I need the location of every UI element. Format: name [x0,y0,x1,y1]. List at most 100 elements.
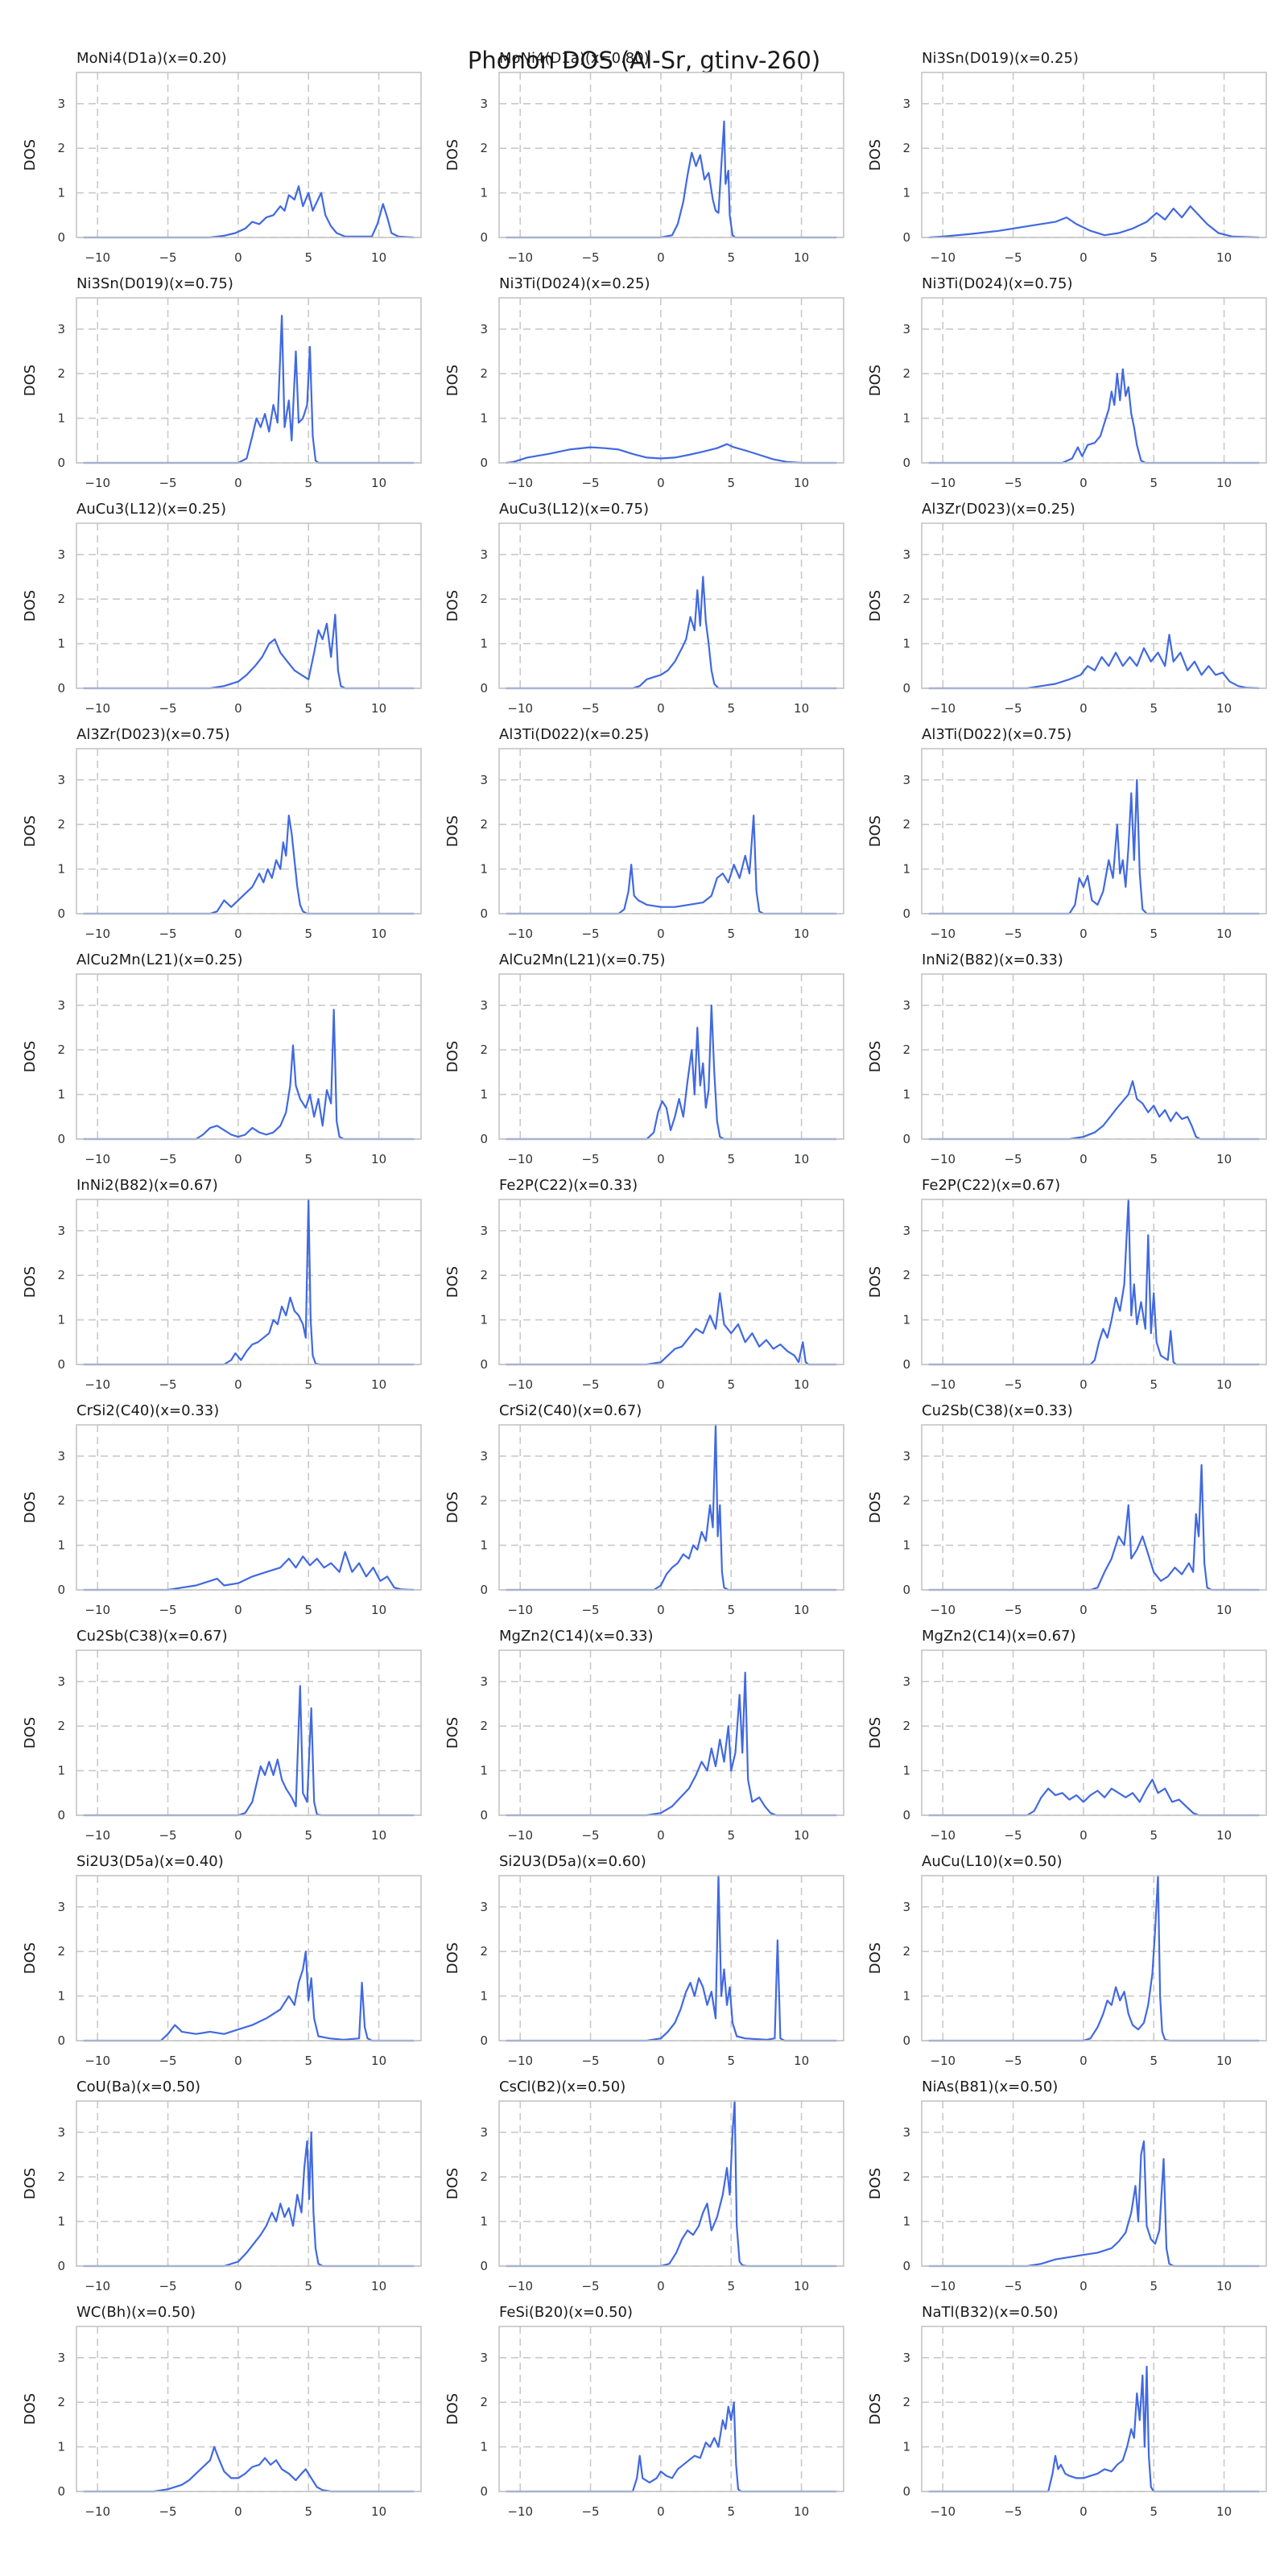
y-axis-label: DOS [444,1266,461,1298]
y-tick-label: 1 [57,1313,65,1327]
y-axis-label: DOS [867,365,884,396]
y-tick-label: 0 [902,1357,910,1372]
y-axis-label: DOS [444,139,461,171]
y-axis-label: DOS [444,815,461,847]
dos-curve [928,2365,1260,2493]
subplot-17: Fe2P(C22)(x=0.33) −10 −5 0 5 10 0 1 2 3 DOS [444,1177,844,1392]
x-tick-label: −10 [930,927,956,941]
plot-frame [498,1649,844,1816]
x-tick-label: 10 [371,2504,386,2519]
subplot-title: Fe2P(C22)(x=0.33) [499,1177,638,1194]
dos-curve [83,1009,415,1141]
x-tick-label: 5 [1150,476,1158,490]
y-tick-label: 0 [57,2484,65,2499]
y-tick-label: 2 [480,1719,488,1733]
dos-curve [506,1874,837,2042]
x-tick-label: −5 [159,2054,176,2068]
y-tick-label: 2 [902,1944,910,1959]
y-tick-label: 3 [902,773,910,787]
y-tick-label: 1 [480,411,488,426]
x-tick-label: 10 [794,1828,809,1843]
y-tick-label: 3 [480,1900,488,1914]
x-tick-label: 10 [794,701,809,716]
y-tick-label: 3 [57,97,65,111]
plot-frame [498,748,844,914]
plot-frame [76,1424,422,1591]
x-tick-label: 5 [304,1828,312,1843]
y-tick-label: 3 [902,1674,910,1689]
y-tick-label: 3 [902,547,910,562]
x-tick-label: 10 [794,2504,809,2519]
subplot-title: Al3Ti(D022)(x=0.25) [499,726,649,743]
y-tick-label: 3 [902,1224,910,1238]
y-tick-label: 1 [57,1538,65,1553]
x-tick-label: 5 [1150,1828,1158,1843]
x-tick-label: −10 [85,250,110,265]
y-axis-label: DOS [867,1717,884,1748]
subplot-title: Al3Zr(D023)(x=0.75) [76,726,230,743]
y-tick-label: 0 [480,230,488,245]
subplot-20: CrSi2(C40)(x=0.67) −10 −5 0 5 10 0 1 2 3 DOS [444,1402,844,1617]
dos-curve [928,1198,1260,1366]
y-tick-label: 2 [57,141,65,155]
subplot-title: NiAs(B81)(x=0.50) [922,2079,1058,2095]
x-tick-label: 5 [304,1603,312,1617]
x-tick-label: 0 [657,2504,665,2519]
x-tick-label: −5 [159,1828,176,1843]
subplot-title: InNi2(B82)(x=0.33) [922,952,1063,968]
x-tick-label: 5 [1150,2054,1158,2068]
x-tick-label: −10 [85,1377,110,1392]
y-tick-label: 0 [902,681,910,696]
x-tick-label: −5 [159,701,176,716]
y-tick-label: 1 [902,186,910,200]
x-tick-label: −10 [507,2054,533,2068]
x-tick-label: −10 [507,927,533,941]
y-tick-label: 0 [480,1357,488,1372]
x-tick-label: 5 [727,2279,735,2293]
subplot-title: InNi2(B82)(x=0.67) [76,1177,218,1194]
y-tick-label: 3 [57,1224,65,1238]
x-tick-label: 10 [371,701,386,716]
x-tick-label: −5 [581,1152,599,1166]
dos-curve [928,1080,1260,1141]
x-tick-label: 10 [1216,1603,1232,1617]
x-tick-label: 5 [1150,1603,1158,1617]
plot-frame [921,1199,1267,1365]
y-tick-label: 2 [57,817,65,832]
dos-curve [83,1198,415,1366]
dos-curve [83,315,415,464]
x-tick-label: 0 [657,1603,665,1617]
dos-curve [83,1550,415,1591]
x-tick-label: 0 [234,1152,242,1166]
y-tick-label: 2 [57,2169,65,2184]
x-tick-label: 5 [727,250,735,265]
x-tick-label: −10 [507,2504,533,2519]
x-tick-label: 0 [1080,2504,1088,2519]
subplot-title: MoNi4(D1a)(x=0.20) [76,50,227,67]
x-tick-label: 5 [727,2054,735,2068]
y-tick-label: 0 [57,456,65,470]
dos-curve [928,1463,1260,1591]
dos-curve [928,2140,1260,2268]
x-tick-label: 10 [794,1603,809,1617]
x-tick-label: −10 [930,1828,956,1843]
y-tick-label: 2 [57,592,65,606]
y-tick-label: 0 [57,1808,65,1823]
y-tick-label: 1 [480,2440,488,2454]
x-tick-label: 10 [371,476,386,490]
y-tick-label: 1 [480,1088,488,1102]
x-tick-label: 0 [234,1828,242,1843]
x-tick-label: −5 [159,2504,176,2519]
y-axis-label: DOS [444,1492,461,1523]
x-tick-label: 10 [371,2054,386,2068]
subplot-2: MoNi4(D1a)(x=0.80) −10 −5 0 5 10 0 1 2 3 DOS [444,50,844,265]
x-tick-label: 5 [727,476,735,490]
subplot-9: Al3Zr(D023)(x=0.25) −10 −5 0 5 10 0 1 2 3 DOS [867,501,1267,716]
x-tick-label: −10 [930,2054,956,2068]
subplot-18: Fe2P(C22)(x=0.67) −10 −5 0 5 10 0 1 2 3 DOS [867,1177,1267,1392]
y-axis-label: DOS [444,1942,461,1974]
x-tick-label: −5 [159,1152,176,1166]
x-tick-label: 10 [1216,927,1232,941]
y-tick-label: 1 [480,637,488,651]
